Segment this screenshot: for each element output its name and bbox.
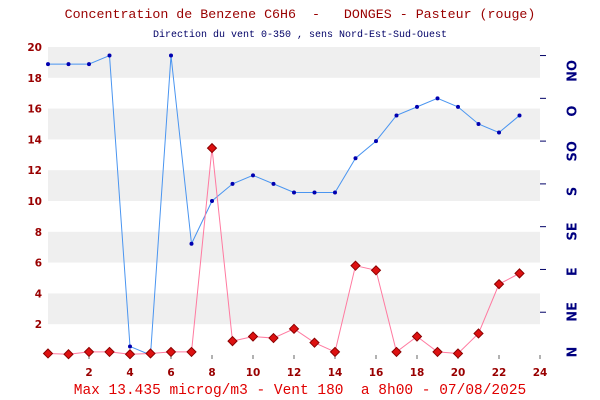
chart-footer-annotation: Max 13.435 microg/m3 - Vent 180 a 8h00 -… xyxy=(73,383,527,399)
grid-band xyxy=(48,231,540,263)
grid-band xyxy=(48,170,540,201)
wind-direction-series xyxy=(46,53,522,357)
benzene-point xyxy=(145,348,156,359)
wind-direction-point xyxy=(46,62,50,67)
wind-direction-point xyxy=(169,53,173,58)
x-tick-label: 4 xyxy=(126,367,133,379)
benzene-point xyxy=(124,349,136,360)
x-tick-label: 22 xyxy=(492,367,507,379)
y2-tick-label: S xyxy=(566,187,581,196)
wind-direction-point xyxy=(394,113,399,118)
y-tick-label: 20 xyxy=(27,42,42,54)
x-tick-label: 20 xyxy=(451,367,466,379)
chart-subtitle: Direction du vent 0-350 , sens Nord-Est-… xyxy=(152,30,448,41)
benzene-point xyxy=(391,346,402,358)
benzene-point xyxy=(268,332,279,344)
x-axis-ticks xyxy=(88,355,541,359)
y-tick-label: 14 xyxy=(27,134,42,146)
benzene-point xyxy=(473,328,484,339)
wind-direction-point xyxy=(517,113,522,118)
y-tick-label: 2 xyxy=(35,319,42,331)
benzene-point xyxy=(432,346,443,358)
wind-direction-point xyxy=(312,190,317,195)
benzene-point xyxy=(452,348,464,359)
wind-direction-point xyxy=(107,53,112,58)
wind-direction-point xyxy=(435,96,440,101)
y2-tick-label: NO xyxy=(566,60,581,82)
benzene-point xyxy=(186,346,197,358)
wind-direction-point xyxy=(271,181,276,186)
benzene-point xyxy=(309,337,320,348)
y-tick-label: 16 xyxy=(27,104,42,116)
y2-tick-label: O xyxy=(566,106,581,117)
y-tick-label: 6 xyxy=(35,258,42,270)
x-tick-label: 16 xyxy=(369,367,384,379)
wind-direction-point xyxy=(66,62,71,67)
wind-direction-point xyxy=(87,62,91,67)
benzene-point xyxy=(288,323,300,335)
x-tick-label: 2 xyxy=(85,367,92,379)
wind-direction-point xyxy=(456,104,460,109)
benzene-point xyxy=(104,346,115,358)
benzene-point xyxy=(247,331,259,342)
benzene-point xyxy=(206,142,218,154)
x-tick-label: 18 xyxy=(410,367,425,379)
benzene-point xyxy=(227,335,238,347)
x-tick-label: 6 xyxy=(167,367,174,379)
grid-band xyxy=(48,47,540,78)
grid-band xyxy=(48,293,540,325)
x-tick-label: 8 xyxy=(208,367,215,379)
wind-direction-point xyxy=(476,122,481,126)
benzene-point xyxy=(350,260,361,271)
wind-direction-point xyxy=(353,156,358,161)
y-tick-label: 4 xyxy=(35,288,42,300)
y-axis-labels: 2 4 6 8 10 12 14 16 18 20 xyxy=(27,42,42,331)
wind-direction-point xyxy=(210,199,214,203)
y-tick-label: 12 xyxy=(27,165,42,177)
benzene-point xyxy=(370,265,382,276)
y2-tick-label: SO xyxy=(566,141,581,161)
chart-title: Concentration de Benzene C6H6 - DONGES -… xyxy=(64,7,536,22)
y-tick-label: 10 xyxy=(27,196,42,208)
x-tick-label: 14 xyxy=(328,367,343,379)
y2-tick-label: NE xyxy=(566,302,581,322)
benzene-point xyxy=(411,331,423,342)
wind-direction-line xyxy=(48,54,520,356)
grid-band xyxy=(48,108,540,140)
y2-tick-label: N xyxy=(566,347,581,358)
benzene-point xyxy=(329,346,341,358)
x-axis-labels: 2 4 6 8 10 12 14 16 18 20 22 24 xyxy=(85,367,547,379)
benzene-point xyxy=(63,349,74,360)
benzene-point xyxy=(83,346,95,358)
wind-direction-point xyxy=(251,173,255,178)
x-tick-label: 12 xyxy=(287,367,302,379)
y2-axis-ticks xyxy=(540,55,546,313)
y-tick-label: 8 xyxy=(35,227,42,239)
benzene-series xyxy=(42,142,525,360)
wind-direction-point xyxy=(189,241,194,246)
grid-bands xyxy=(48,47,540,325)
y2-tick-label: SE xyxy=(566,222,581,240)
wind-direction-point xyxy=(230,181,235,186)
x-tick-label: 10 xyxy=(246,367,261,379)
wind-direction-point xyxy=(333,190,337,195)
wind-direction-point xyxy=(128,344,132,349)
benzene-point xyxy=(493,278,505,290)
wind-direction-point xyxy=(497,130,501,135)
wind-direction-point xyxy=(292,190,296,195)
x-tick-label: 24 xyxy=(533,367,548,379)
y2-tick-label: E xyxy=(566,267,581,276)
benzene-point xyxy=(514,268,525,279)
y-tick-label: 18 xyxy=(27,73,42,85)
benzene-point xyxy=(165,346,177,358)
benzene-point xyxy=(42,348,54,359)
wind-direction-point xyxy=(415,104,419,109)
wind-direction-point xyxy=(374,139,378,144)
y2-axis-labels: N NE E SE S SO O NO xyxy=(566,60,581,357)
